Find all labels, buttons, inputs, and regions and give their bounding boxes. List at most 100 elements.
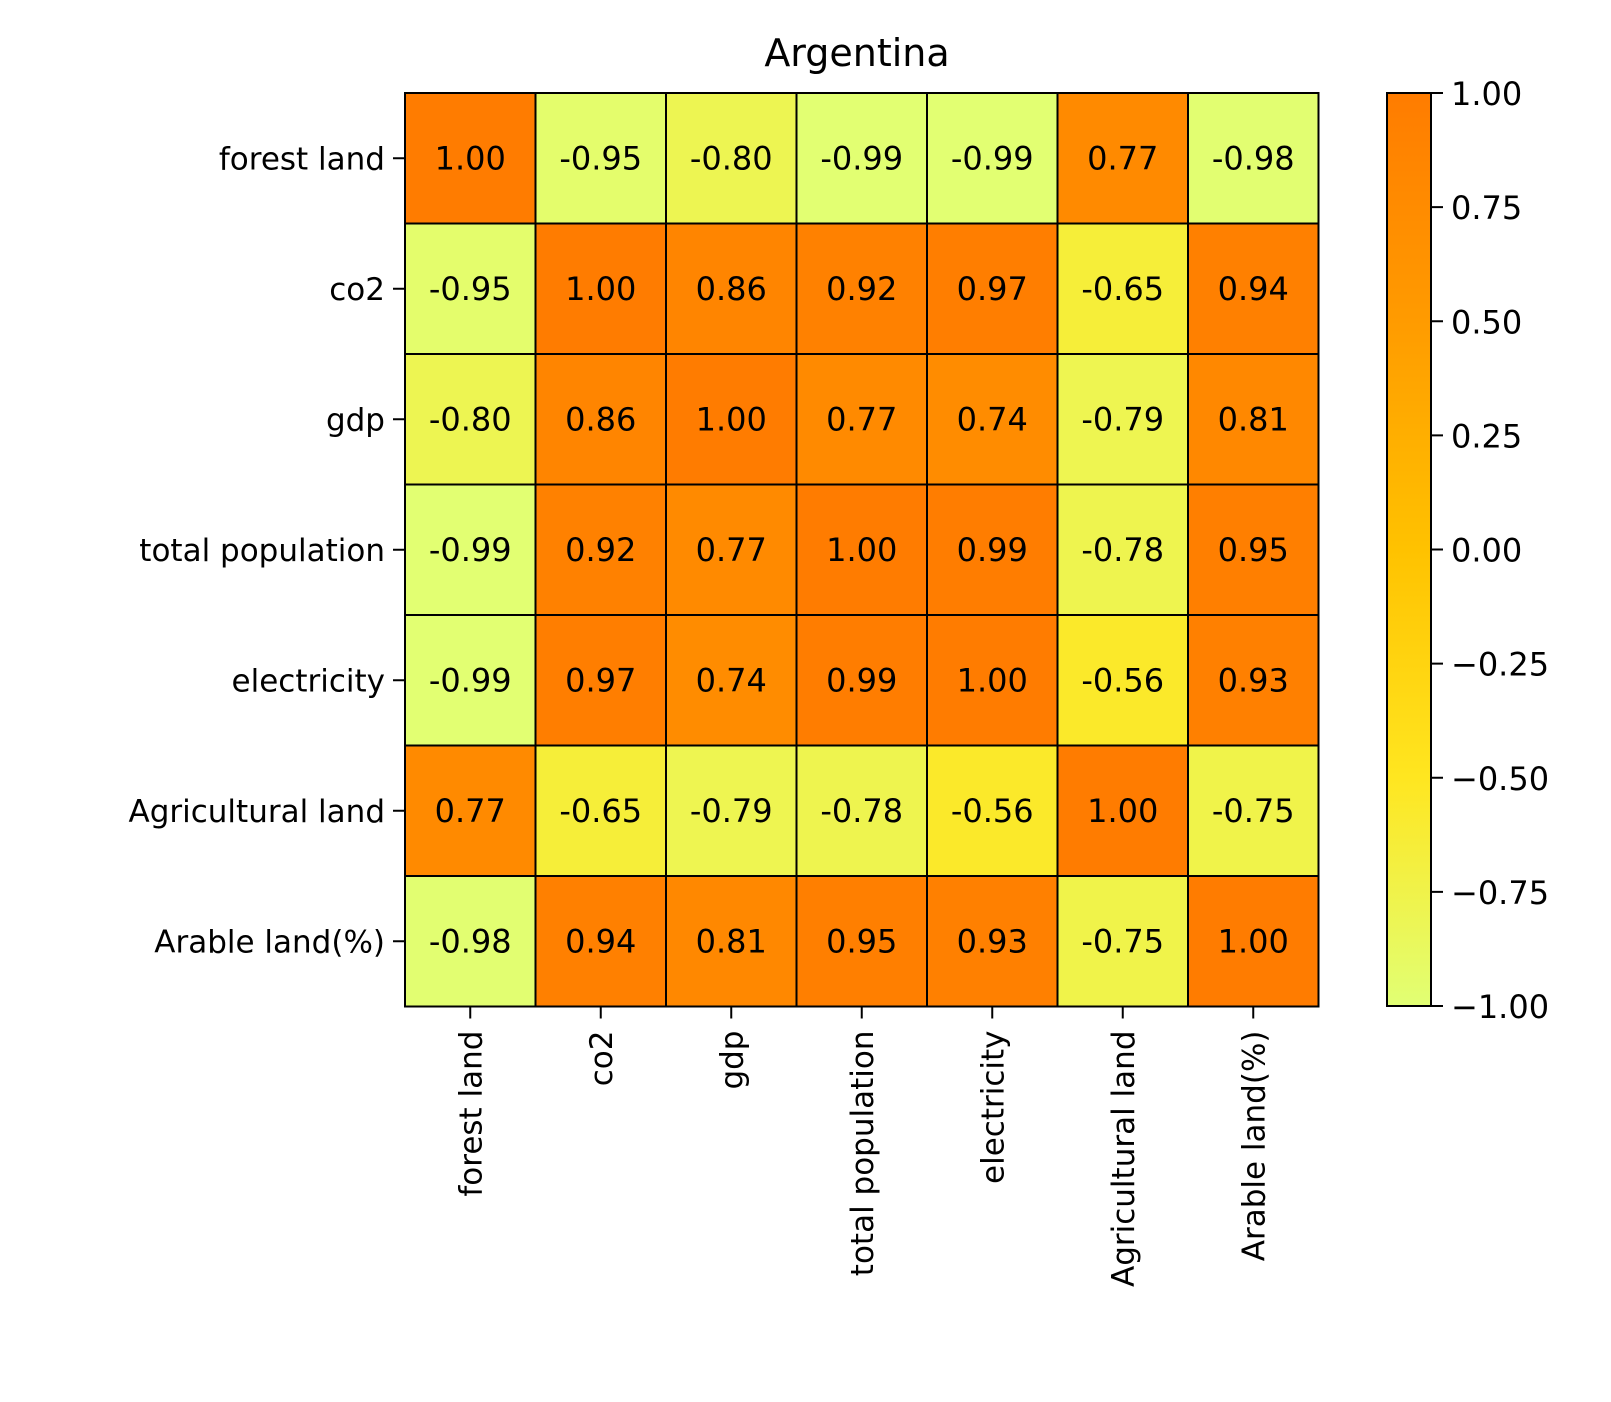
colorbar-tick-label: 0.00 bbox=[1451, 532, 1522, 570]
cell-value-label: 1.00 bbox=[435, 139, 506, 177]
column-tick-labels: forest land co2 gdp total population electri… bbox=[453, 1006, 1272, 1287]
colorbar-tick-label: 0.25 bbox=[1451, 417, 1522, 455]
cell-value-label: -0.80 bbox=[429, 400, 512, 438]
heatmap-cell bbox=[534, 353, 667, 486]
column-tick-label: co2 bbox=[584, 1031, 620, 1087]
cell-value-label: -0.56 bbox=[1081, 661, 1164, 699]
heatmap-cell bbox=[665, 875, 798, 1008]
cell-value-label: -0.79 bbox=[690, 792, 773, 830]
heatmap-cell bbox=[534, 92, 667, 225]
heatmap-cell bbox=[404, 875, 537, 1008]
heatmap-cell bbox=[1056, 875, 1189, 1008]
heatmap-cell bbox=[404, 483, 537, 616]
heatmap-cell bbox=[795, 875, 928, 1008]
cell-value-label: -0.99 bbox=[429, 531, 512, 569]
colorbar-tick-label: −1.00 bbox=[1451, 988, 1549, 1026]
cell-value-label: 0.97 bbox=[565, 661, 636, 699]
cell-value-label: 0.77 bbox=[1087, 139, 1158, 177]
cell-value-label: -0.79 bbox=[1081, 400, 1164, 438]
row-tick-label: Arable land(%) bbox=[154, 924, 385, 960]
cell-value-label: -0.80 bbox=[690, 139, 773, 177]
heatmap-cell bbox=[926, 744, 1059, 877]
cell-value-label: 0.81 bbox=[696, 922, 767, 960]
colorbar-tick-label: −0.25 bbox=[1451, 646, 1549, 684]
cell-value-label: -0.56 bbox=[951, 792, 1034, 830]
heatmap-cell bbox=[795, 744, 928, 877]
cell-value-label: -0.98 bbox=[1212, 139, 1295, 177]
colorbar-tick-label: 0.75 bbox=[1451, 189, 1522, 227]
heatmap-cell bbox=[1187, 222, 1320, 355]
heatmap-cell bbox=[1056, 92, 1189, 225]
heatmap-cell bbox=[1056, 483, 1189, 616]
heatmap-cell bbox=[926, 875, 1059, 1008]
cell-value-label: 0.74 bbox=[957, 400, 1028, 438]
heatmap-cell bbox=[1187, 353, 1320, 486]
cell-value-label: 1.00 bbox=[1218, 922, 1289, 960]
cell-value-label: -0.78 bbox=[820, 792, 903, 830]
column-tick-label: Arable land(%) bbox=[1236, 1031, 1272, 1262]
cell-value-label: 0.81 bbox=[1218, 400, 1289, 438]
column-tick-label: forest land bbox=[453, 1031, 489, 1197]
cell-value-label: 0.86 bbox=[696, 270, 767, 308]
heatmap-cell bbox=[926, 353, 1059, 486]
heatmap-cell bbox=[1187, 483, 1320, 616]
cell-value-label: 0.95 bbox=[826, 922, 897, 960]
heatmap-cell bbox=[926, 222, 1059, 355]
cell-value-label: 1.00 bbox=[696, 400, 767, 438]
cell-value-label: -0.98 bbox=[429, 922, 512, 960]
cell-value-label: 0.92 bbox=[826, 270, 897, 308]
row-tick-label: co2 bbox=[329, 272, 385, 308]
colorbar-ticks: 1.00 0.75 0.50 0.25 0.00 −0.25 −0.50 −0.75 −1.00 bbox=[1431, 75, 1549, 1026]
cell-value-label: 0.95 bbox=[1218, 531, 1289, 569]
cell-value-label: -0.95 bbox=[429, 270, 512, 308]
heatmap-cell bbox=[665, 353, 798, 486]
cell-value-label: -0.65 bbox=[559, 792, 642, 830]
row-tick-label: Agricultural land bbox=[129, 794, 386, 830]
row-tick-labels: forest land co2 gdp total population electri… bbox=[129, 141, 405, 960]
cell-value-label: -0.75 bbox=[1081, 922, 1164, 960]
cell-value-label: 0.93 bbox=[957, 922, 1028, 960]
cell-value-label: -0.99 bbox=[429, 661, 512, 699]
cell-value-label: 1.00 bbox=[1087, 792, 1158, 830]
cell-value-label: 0.99 bbox=[826, 661, 897, 699]
heatmap-cell bbox=[404, 614, 537, 747]
column-tick-label: total population bbox=[845, 1031, 881, 1277]
cell-value-label: 0.94 bbox=[1218, 270, 1289, 308]
cell-value-label: 0.77 bbox=[696, 531, 767, 569]
colorbar-tick-label: 0.50 bbox=[1451, 303, 1522, 341]
heatmap-cell bbox=[795, 353, 928, 486]
colorbar-gradient bbox=[1386, 92, 1432, 1007]
chart-title: Argentina bbox=[764, 31, 949, 75]
cell-value-label: 0.93 bbox=[1218, 661, 1289, 699]
colorbar-tick-label: 1.00 bbox=[1451, 75, 1522, 113]
heatmap-cell bbox=[404, 92, 537, 225]
heatmap-cell bbox=[1187, 744, 1320, 877]
column-tick-label: gdp bbox=[714, 1031, 750, 1090]
cell-value-label: 0.74 bbox=[696, 661, 767, 699]
heatmap-cell bbox=[534, 483, 667, 616]
cell-value-label: 1.00 bbox=[957, 661, 1028, 699]
heatmap-cell bbox=[534, 744, 667, 877]
heatmap-cell bbox=[1056, 353, 1189, 486]
row-tick-label: total population bbox=[139, 533, 385, 569]
heatmap-cell bbox=[665, 92, 798, 225]
cell-value-label: 1.00 bbox=[565, 270, 636, 308]
heatmap-cell bbox=[795, 483, 928, 616]
cell-value-label: 0.99 bbox=[957, 531, 1028, 569]
heatmap-cell bbox=[665, 222, 798, 355]
heatmap-cell bbox=[404, 744, 537, 877]
heatmap-cell bbox=[795, 92, 928, 225]
heatmap-cells: 1.00 -0.95 -0.80 -0.99 -0.99 0.77 -0.98 -0.95 1.… bbox=[404, 92, 1320, 1008]
cell-value-label: 0.86 bbox=[565, 400, 636, 438]
heatmap-cell bbox=[665, 614, 798, 747]
cell-value-label: 0.92 bbox=[565, 531, 636, 569]
colorbar-tick-label: −0.50 bbox=[1451, 760, 1549, 798]
cell-value-label: 0.77 bbox=[826, 400, 897, 438]
cell-value-label: -0.99 bbox=[820, 139, 903, 177]
row-tick-label: gdp bbox=[326, 402, 385, 438]
heatmap-cell bbox=[1187, 875, 1320, 1008]
cell-value-label: 0.77 bbox=[435, 792, 506, 830]
colorbar: 1.00 0.75 0.50 0.25 0.00 −0.25 −0.50 −0.75 −1.00 bbox=[1386, 75, 1549, 1026]
cell-value-label: 0.94 bbox=[565, 922, 636, 960]
